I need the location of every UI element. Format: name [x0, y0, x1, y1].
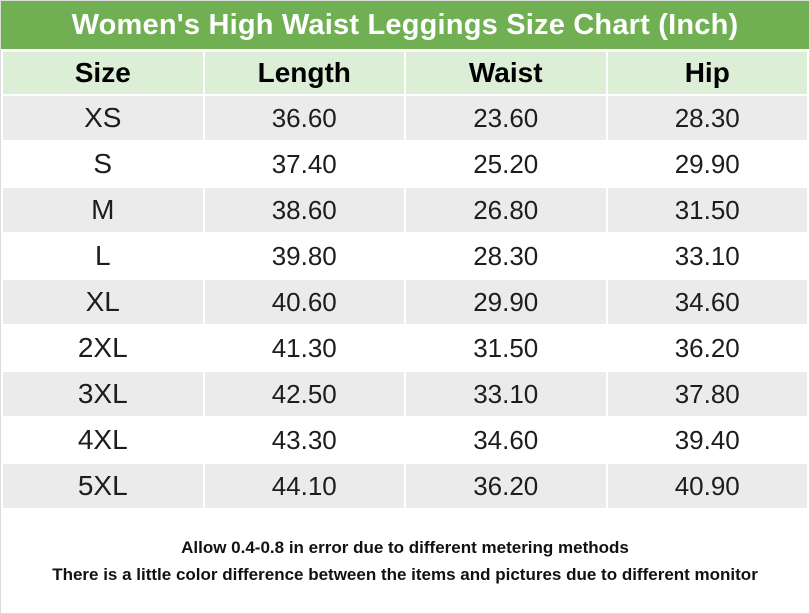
value-cell-waist: 29.90 [406, 280, 606, 324]
value-cell-hip: 37.80 [607, 372, 807, 416]
size-cell: M [3, 188, 203, 232]
value-cell-hip: 33.10 [607, 234, 807, 278]
value-cell-length: 41.30 [204, 326, 404, 370]
value-cell-length: 36.60 [204, 96, 404, 140]
value-cell-waist: 31.50 [406, 326, 606, 370]
value-cell-hip: 34.60 [607, 280, 807, 324]
size-table-header: Size Length Waist Hip [3, 52, 807, 94]
size-cell: 2XL [3, 326, 203, 370]
value-cell-hip: 36.20 [607, 326, 807, 370]
value-cell-waist: 34.60 [406, 418, 606, 462]
value-cell-waist: 26.80 [406, 188, 606, 232]
size-cell: 5XL [3, 464, 203, 508]
value-cell-length: 42.50 [204, 372, 404, 416]
size-cell: XL [3, 280, 203, 324]
value-cell-length: 43.30 [204, 418, 404, 462]
table-row-s: S 37.40 25.20 29.90 [3, 142, 807, 186]
size-table-body: XS 36.60 23.60 28.30 S 37.40 25.20 29.90 M 38.60 2… [3, 96, 807, 508]
value-cell-hip: 28.30 [607, 96, 807, 140]
size-cell: 4XL [3, 418, 203, 462]
table-row-l: L 39.80 28.30 33.10 [3, 234, 807, 278]
table-row-xs: XS 36.60 23.60 28.30 [3, 96, 807, 140]
value-cell-waist: 25.20 [406, 142, 606, 186]
value-cell-hip: 29.90 [607, 142, 807, 186]
value-cell-length: 44.10 [204, 464, 404, 508]
value-cell-length: 40.60 [204, 280, 404, 324]
value-cell-length: 39.80 [204, 234, 404, 278]
value-cell-waist: 36.20 [406, 464, 606, 508]
value-cell-hip: 31.50 [607, 188, 807, 232]
value-cell-waist: 28.30 [406, 234, 606, 278]
value-cell-length: 38.60 [204, 188, 404, 232]
table-row-3xl: 3XL 42.50 33.10 37.80 [3, 372, 807, 416]
value-cell-hip: 40.90 [607, 464, 807, 508]
column-header-length: Length [204, 52, 404, 94]
size-cell: 3XL [3, 372, 203, 416]
table-row-m: M 38.60 26.80 31.50 [3, 188, 807, 232]
table-row-2xl: 2XL 41.30 31.50 36.20 [3, 326, 807, 370]
value-cell-waist: 33.10 [406, 372, 606, 416]
size-cell: XS [3, 96, 203, 140]
table-row-xl: XL 40.60 29.90 34.60 [3, 280, 807, 324]
size-table: Size Length Waist Hip XS 36.60 23.60 28.30 S 37.… [1, 50, 809, 510]
size-cell: L [3, 234, 203, 278]
footer-note-color: There is a little color difference betwe… [52, 565, 758, 584]
table-row-4xl: 4XL 43.30 34.60 39.40 [3, 418, 807, 462]
size-cell: S [3, 142, 203, 186]
header-row: Size Length Waist Hip [3, 52, 807, 94]
page-title: Women's High Waist Leggings Size Chart (… [1, 1, 809, 49]
value-cell-waist: 23.60 [406, 96, 606, 140]
value-cell-length: 37.40 [204, 142, 404, 186]
column-header-waist: Waist [406, 52, 606, 94]
column-header-hip: Hip [607, 52, 807, 94]
footer-note-error: Allow 0.4-0.8 in error due to different … [181, 538, 629, 557]
footer-notes: Allow 0.4-0.8 in error due to different … [1, 510, 809, 588]
table-row-5xl: 5XL 44.10 36.20 40.90 [3, 464, 807, 508]
value-cell-hip: 39.40 [607, 418, 807, 462]
column-header-size: Size [3, 52, 203, 94]
